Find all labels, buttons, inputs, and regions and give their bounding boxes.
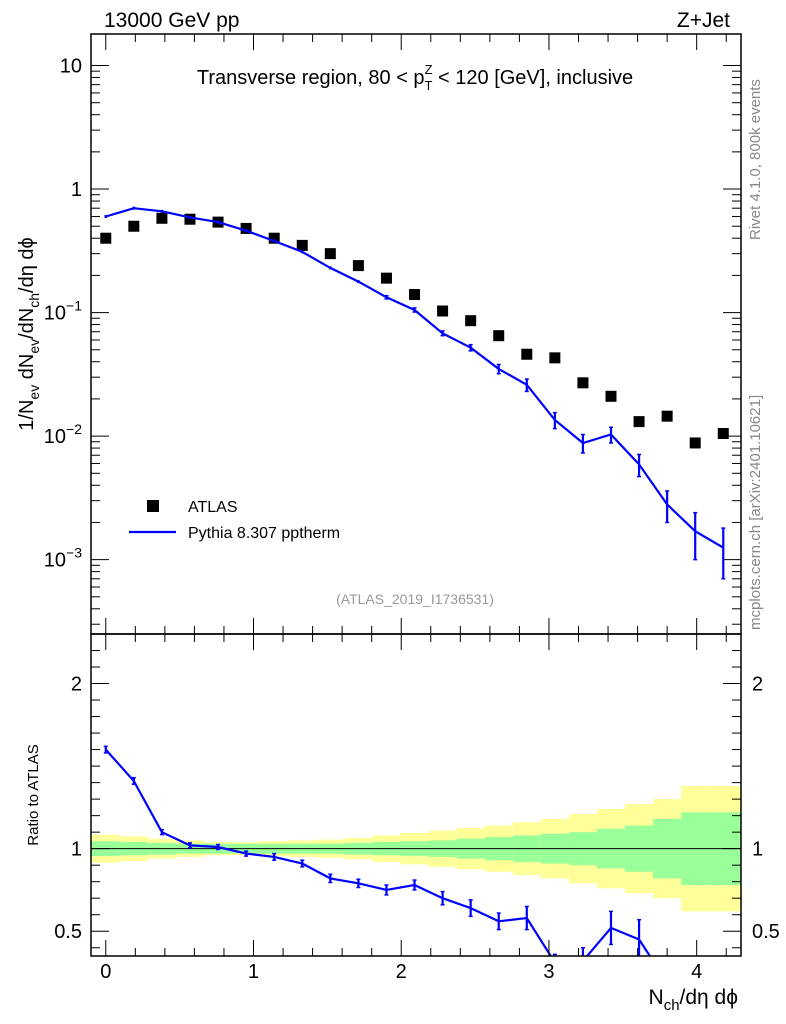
ratio-y-tick-label-right: 2 (752, 674, 763, 696)
main-y-axis-label: 1/Nev dNev/dNch/dη dϕ (16, 237, 42, 430)
y-tick-label: 10−3 (44, 545, 82, 572)
x-tick-label: 3 (543, 961, 554, 983)
y-tick-exponent: −2 (66, 421, 82, 437)
ratio-y-tick-labels: 0.5 0.5 1 1 2 2 (54, 674, 780, 944)
x-axis-label: Nch/dη dϕ (649, 986, 738, 1014)
y-label-subscript: ev (26, 339, 42, 354)
x-label-subscript: ch (664, 997, 680, 1014)
y-tick-label: 10−2 (44, 421, 82, 448)
ratio-series-group (103, 745, 652, 956)
pythia-curve (105, 207, 724, 549)
atlas-data-point (296, 239, 308, 251)
x-label-text: N (649, 986, 664, 1009)
atlas-data-point (549, 352, 561, 364)
main-plot-title: Transverse region, 80 < pZ T < 120 [GeV],… (197, 62, 633, 93)
atlas-data-point (324, 248, 336, 260)
legend-pythia-label: Pythia 8.307 pptherm (188, 525, 340, 542)
main-axis-ticks (91, 34, 741, 634)
rivet-version-label: Rivet 4.1.0, 800k events (747, 79, 764, 240)
atlas-data-point (717, 427, 729, 439)
atlas-data-point (465, 315, 477, 327)
atlas-data-point (409, 289, 421, 301)
ratio-clipped-group (103, 745, 652, 956)
x-tick-label: 1 (248, 961, 259, 983)
y-tick-label: 10−1 (44, 298, 82, 325)
main-series-group (100, 206, 729, 580)
y-tick-label: 10 (60, 56, 82, 78)
atlas-data-point (689, 437, 701, 449)
x-tick-label: 4 (691, 961, 702, 983)
atlas-data-point (128, 220, 140, 232)
y-label-text: 1/N (16, 400, 38, 431)
atlas-data-point (605, 390, 617, 402)
legend: ATLAS Pythia 8.307 pptherm (129, 499, 340, 542)
y-tick-label: 1 (71, 179, 82, 201)
atlas-data-point (352, 260, 364, 272)
title-text-end: < 120 [GeV], inclusive (432, 67, 633, 89)
y-label-text: dN (16, 354, 38, 385)
atlas-data-point (184, 213, 196, 225)
atlas-data-point (661, 410, 673, 422)
atlas-data-point (156, 212, 168, 224)
y-tick-base: 10 (44, 550, 66, 572)
atlas-data-point (240, 222, 252, 234)
x-tick-label: 2 (396, 961, 407, 983)
title-superscript: Z (425, 62, 433, 77)
atlas-data-point (437, 305, 449, 317)
legend-atlas-label: ATLAS (188, 499, 238, 516)
y-label-subscript: ev (26, 385, 42, 400)
mcplots-source-label: mcplots.cern.ch [arXiv:2401.10621] (747, 395, 764, 630)
ratio-y-tick-label-right: 1 (752, 839, 763, 861)
ratio-plot-frame (90, 633, 742, 957)
atlas-data-point (521, 348, 533, 360)
title-text: Transverse region, 80 < p (197, 67, 425, 89)
y-tick-base: 10 (44, 303, 66, 325)
title-subscript: T (425, 78, 433, 93)
x-tick-labels: 0 1 2 3 4 (100, 961, 702, 983)
ratio-y-axis-label: Ratio to ATLAS (25, 744, 42, 845)
x-label-text-end: /dη dϕ (680, 986, 738, 1009)
y-tick-base: 10 (44, 426, 66, 448)
legend-atlas-marker (147, 500, 159, 512)
ratio-axis-ticks (91, 633, 741, 956)
analysis-id-label: (ATLAS_2019_I1736531) (336, 591, 494, 607)
main-plot-frame (90, 33, 742, 635)
y-label-text: /dN (16, 308, 38, 339)
ratio-y-tick-label-left: 0.5 (54, 921, 82, 943)
y-tick-exponent: −3 (66, 545, 82, 561)
header-process-label: Z+Jet (677, 9, 730, 32)
y-tick-exponent: −1 (66, 298, 82, 314)
ratio-y-tick-label-left: 1 (71, 839, 82, 861)
header-energy-label: 13000 GeV pp (104, 9, 239, 32)
atlas-data-point (268, 232, 280, 244)
atlas-data-point (380, 272, 392, 284)
atlas-data-point (577, 377, 589, 389)
atlas-data-point (100, 232, 112, 244)
atlas-data-point (633, 416, 645, 428)
atlas-data-point (493, 330, 505, 342)
x-tick-label: 0 (100, 961, 111, 983)
ratio-y-tick-label-right: 0.5 (752, 921, 780, 943)
ratio-y-tick-label-left: 2 (71, 674, 82, 696)
y-label-text: /dη dϕ (16, 237, 38, 293)
y-label-subscript: ch (26, 293, 42, 308)
ratio-plot-panel: 0.5 0.5 1 1 2 2 0 1 2 3 4 Ratio to ATLAS Nch/dη d… (25, 633, 780, 1014)
